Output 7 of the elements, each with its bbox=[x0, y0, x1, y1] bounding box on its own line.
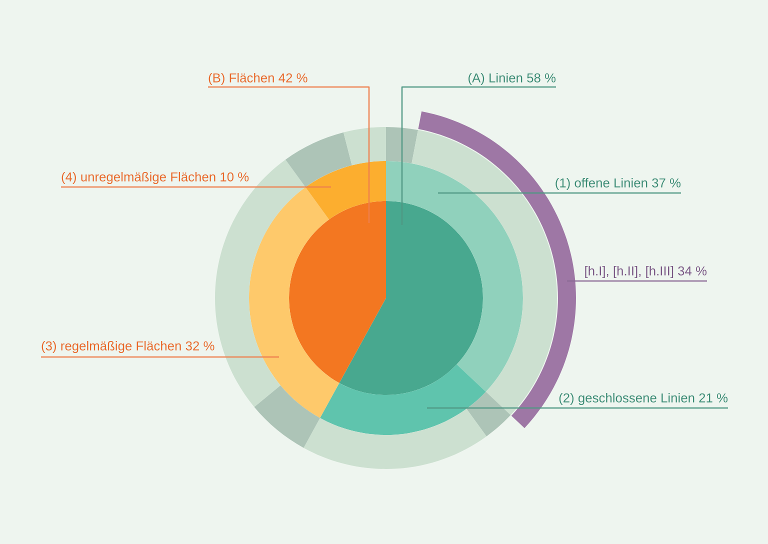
data-label: (B) Flächen 42 % bbox=[208, 72, 308, 86]
data-label: (4) unregelmäßige Flächen 10 % bbox=[62, 172, 249, 184]
data-label: (1) offene Linien 37 % bbox=[556, 178, 681, 190]
data-label: (3) regelmäßige Flächen 32 % bbox=[42, 340, 214, 354]
data-label: (2) geschlossene Linien 21 % bbox=[559, 392, 728, 406]
data-label: [h.I], [h.II], [h.III] 34 % bbox=[585, 266, 707, 278]
data-label: (A) Linien 58 % bbox=[468, 72, 556, 86]
